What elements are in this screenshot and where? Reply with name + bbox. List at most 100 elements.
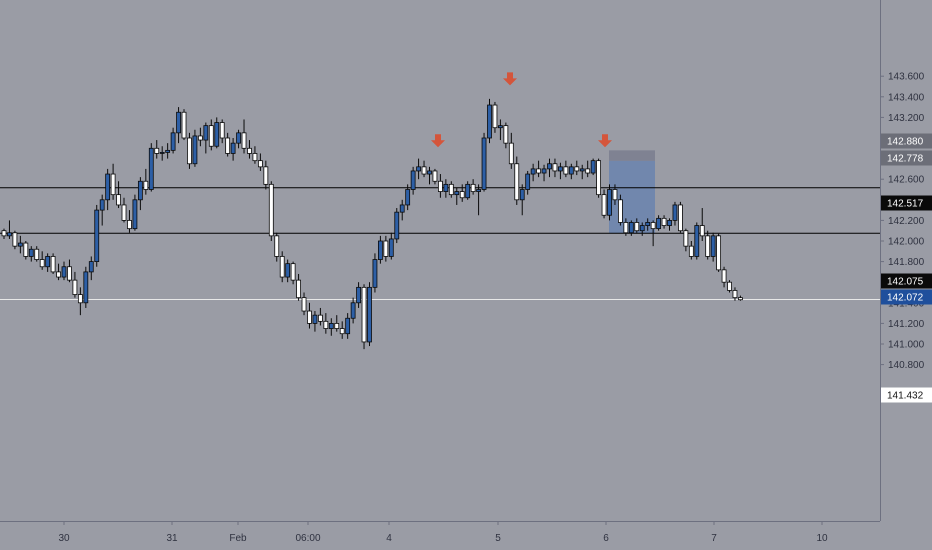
y-tick-label: 141.800 (888, 257, 925, 268)
candle-body (372, 259, 378, 288)
candle-body (470, 183, 476, 192)
candle-body (541, 168, 547, 174)
candle-body (688, 245, 694, 257)
candle-body (12, 232, 18, 247)
candle-body (339, 328, 345, 335)
candle-body (552, 163, 558, 172)
candle-body (476, 189, 481, 192)
candle-body (383, 240, 389, 257)
price-tags: 142.880 142.778 142.517 142.075 142.072 141.4… (881, 133, 932, 403)
price-tag (881, 289, 932, 305)
candle-body (105, 173, 111, 201)
candle-body (23, 242, 29, 257)
price-tag-label: 142.880 (887, 137, 924, 148)
candle-body (263, 166, 269, 185)
candle-body (618, 199, 623, 223)
candle-body (405, 189, 411, 206)
candles (1, 98, 743, 350)
short-position-stop-zone[interactable] (609, 150, 655, 161)
candle-body (427, 170, 432, 175)
candle-body (694, 225, 700, 257)
down-arrow-icon (503, 72, 517, 86)
candle-body (498, 125, 503, 129)
candle-body (645, 222, 651, 226)
x-tick-label: 06:00 (295, 533, 320, 544)
y-tick-label: 143.400 (888, 92, 925, 103)
candle-body (410, 170, 416, 190)
candle-body (181, 111, 187, 139)
candle-body (558, 166, 563, 172)
price-tag-label: 142.075 (887, 277, 924, 288)
candle-body (508, 142, 514, 165)
y-tick-label: 143.600 (888, 72, 925, 83)
candle-body (443, 183, 449, 192)
plot-background (0, 0, 880, 521)
candle-body (503, 125, 509, 144)
candle-body (683, 230, 689, 247)
price-tag (881, 273, 932, 289)
candle-body (301, 297, 307, 312)
candle-body (530, 168, 536, 175)
down-arrow-icon (598, 134, 612, 148)
candle-body (28, 248, 34, 257)
candle-body (525, 173, 531, 190)
candle-body (601, 194, 607, 216)
candle-body (634, 222, 640, 232)
candle-body (17, 242, 23, 247)
candle-body (143, 180, 149, 190)
candle-body (197, 135, 203, 141)
candle-body (612, 189, 618, 201)
candle-body (83, 271, 89, 304)
y-tick-label: 142.000 (888, 237, 925, 248)
arrows (431, 72, 612, 148)
price-tag-label: 142.517 (887, 199, 924, 210)
candle-body (421, 166, 427, 175)
y-tick-label: 142.600 (888, 175, 925, 186)
x-tick-label: 30 (58, 533, 70, 544)
candle-body (514, 163, 520, 201)
candle-body (307, 310, 312, 324)
candle-body (448, 183, 454, 196)
candle-body (247, 147, 252, 154)
x-tick-label: 5 (495, 533, 501, 544)
x-axis-panel[interactable] (0, 521, 880, 550)
x-tick-label: 6 (603, 533, 609, 544)
x-tick-label: Feb (229, 533, 247, 544)
price-tag (881, 133, 932, 149)
candle-body (667, 219, 672, 226)
candle-body (116, 194, 121, 206)
candle-body (579, 168, 585, 172)
candle-body (732, 290, 738, 299)
candle-body (203, 125, 209, 141)
candle-body (367, 286, 372, 343)
candle-body (432, 170, 438, 182)
candle-body (377, 240, 383, 260)
candle-body (137, 180, 143, 201)
x-tick-label: 31 (166, 533, 178, 544)
candle-body (481, 137, 487, 190)
candle-body (710, 235, 716, 257)
y-tick-label: 142.200 (888, 216, 925, 227)
candle-body (290, 263, 296, 281)
candle-body (7, 232, 12, 237)
candle-body (607, 189, 612, 216)
candle-body (465, 183, 471, 199)
candle-body (159, 152, 165, 154)
candle-body (61, 266, 67, 278)
y-tick-label: 141.200 (888, 319, 925, 330)
price-tag-label: 142.072 (887, 293, 924, 304)
candle-body (519, 189, 525, 201)
candle-body (176, 111, 181, 134)
y-tick-label: 143.200 (888, 113, 925, 124)
candle-body (241, 132, 247, 149)
candle-body (230, 142, 236, 154)
candle-body (705, 235, 711, 257)
candle-body (399, 204, 405, 213)
candle-body (656, 217, 661, 230)
y-axis-panel[interactable] (880, 0, 932, 521)
candle-body (257, 160, 263, 168)
price-tag-label: 141.432 (887, 391, 924, 402)
candle-body (214, 122, 220, 147)
